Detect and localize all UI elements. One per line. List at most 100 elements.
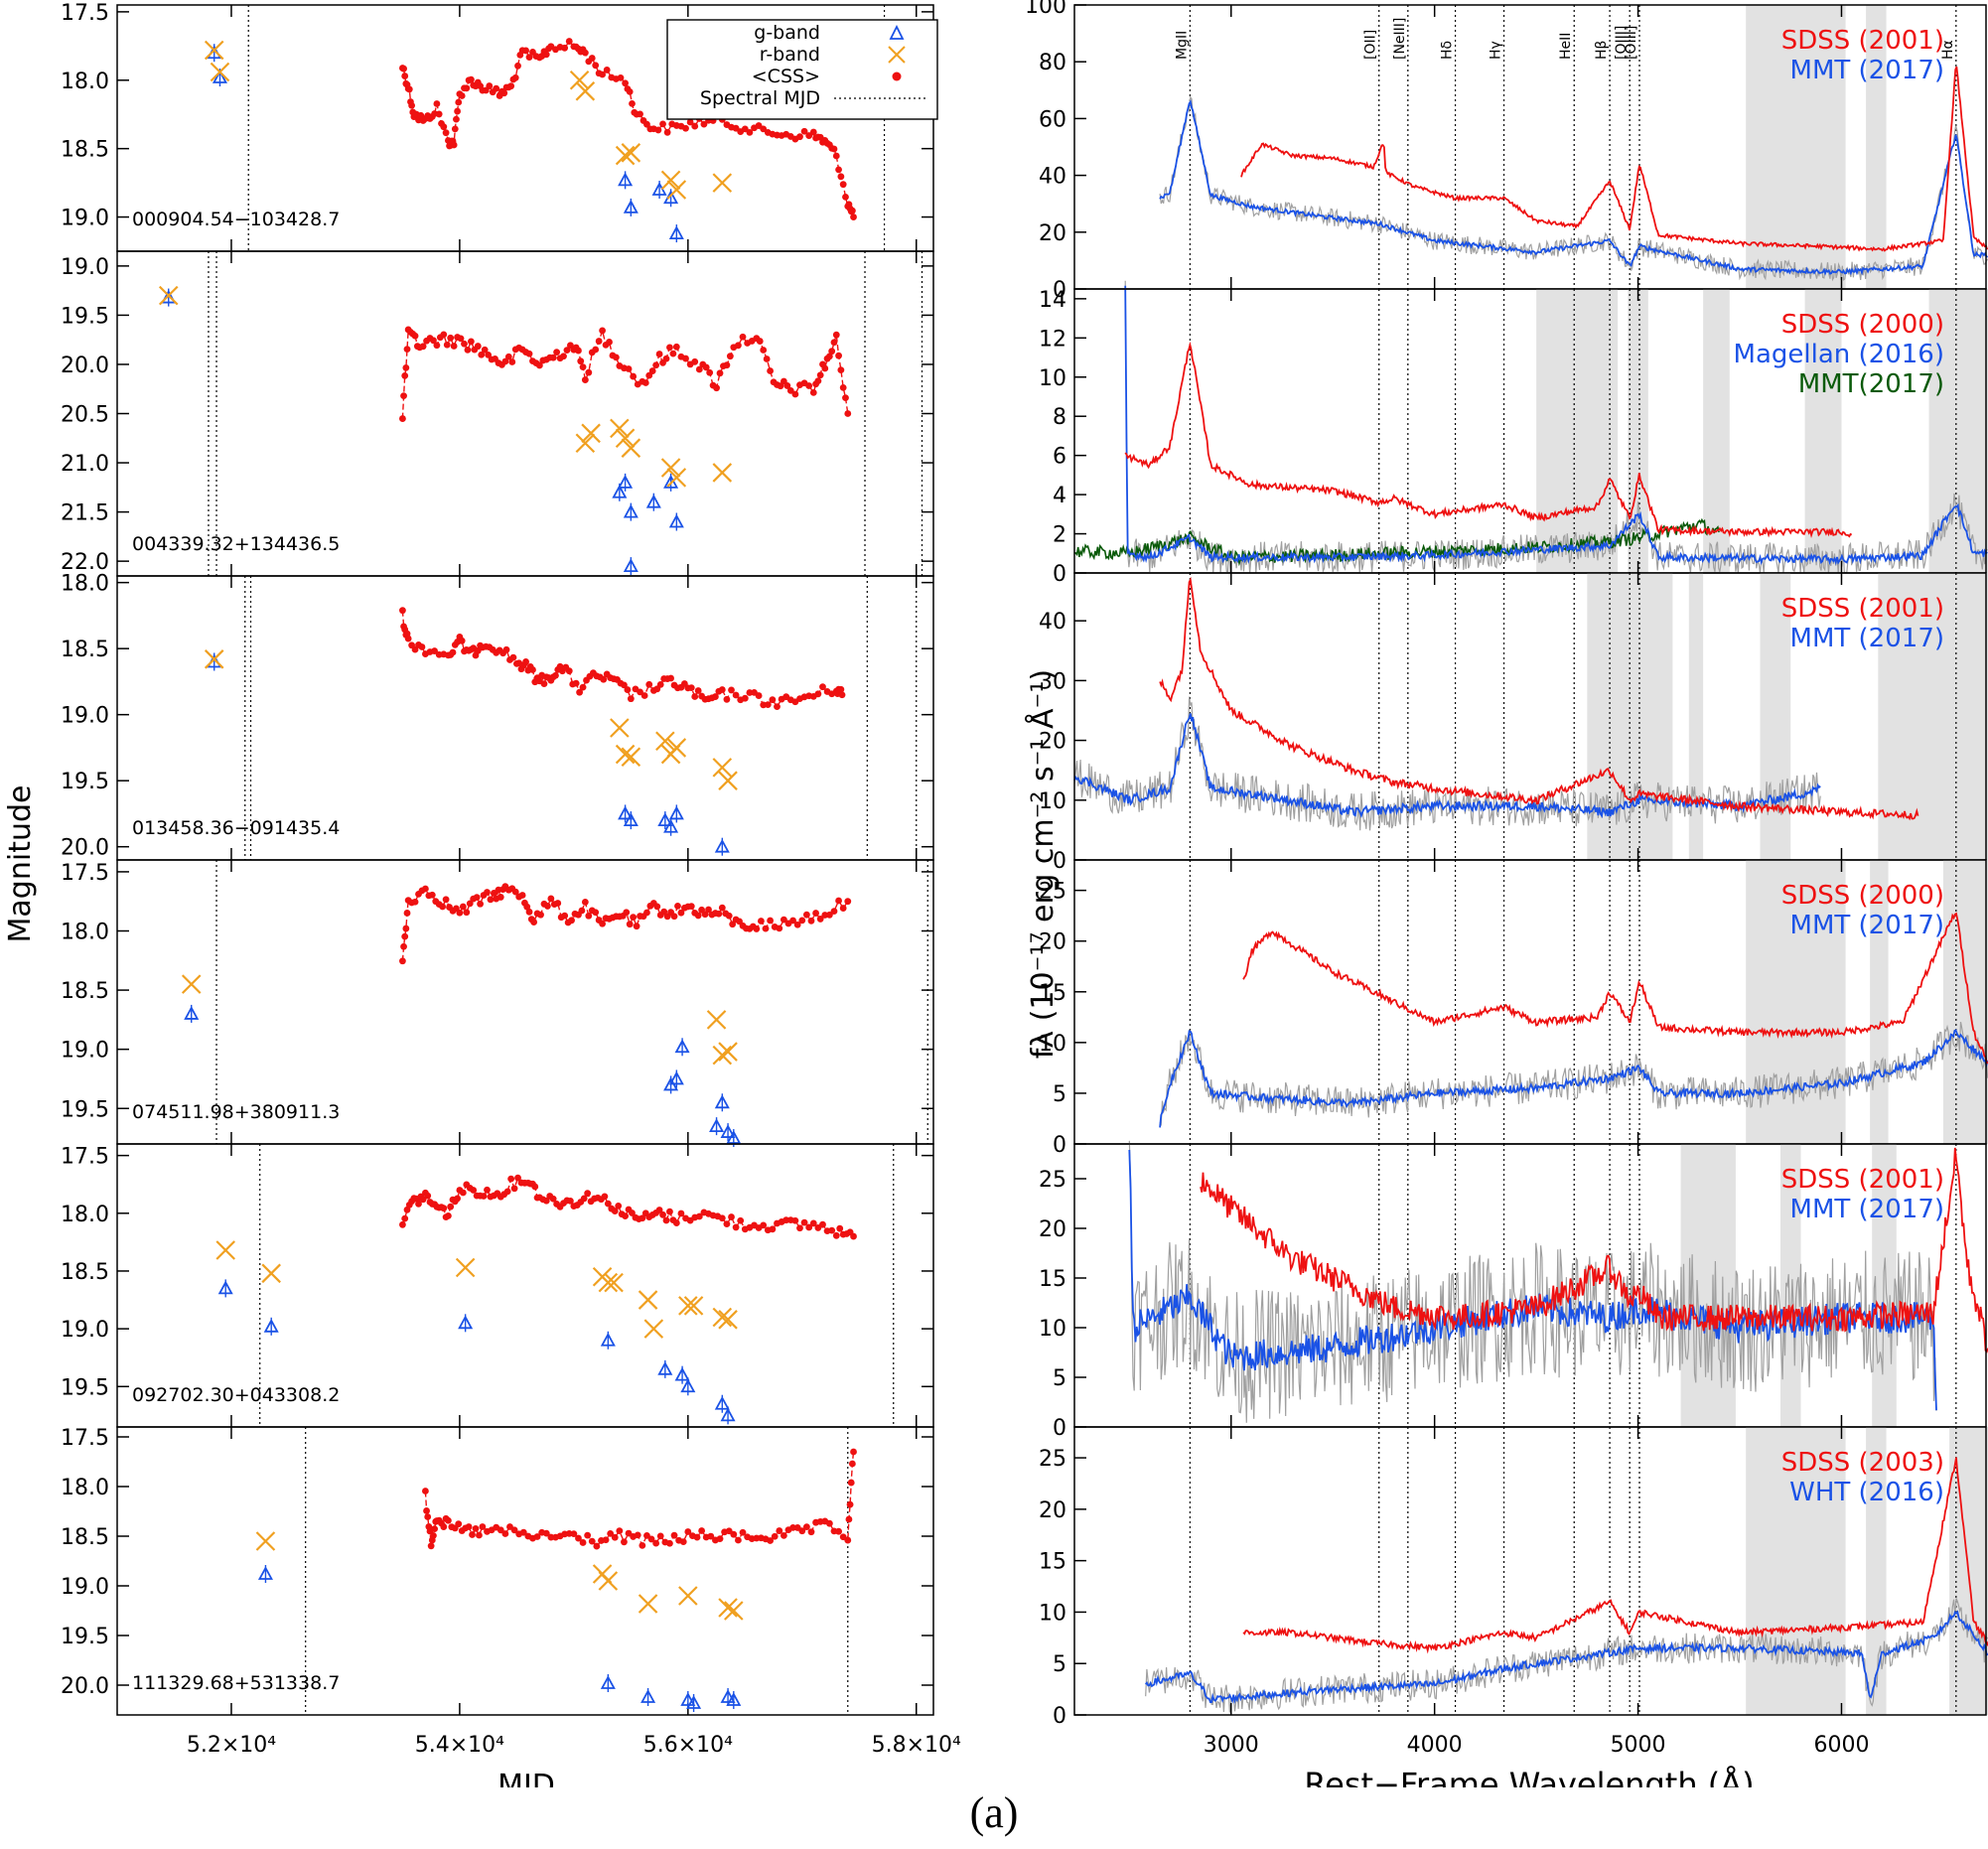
css-point xyxy=(662,1216,670,1224)
spectrum-legend-label: SDSS (2003) xyxy=(1781,1448,1944,1478)
css-point xyxy=(504,353,512,360)
g-band-point xyxy=(726,1130,742,1144)
x-tick-label: 5.4×10⁴ xyxy=(415,1733,504,1758)
css-point xyxy=(729,921,737,928)
css-point xyxy=(577,357,585,365)
r-band-point xyxy=(718,1310,738,1330)
r-band-point xyxy=(575,433,596,454)
light-curve-panels: 17.518.018.519.0 000904.54−103428.719.019… xyxy=(3,1,961,1787)
r-band-point xyxy=(621,747,641,768)
css-series-line xyxy=(401,885,849,961)
css-point xyxy=(584,1531,592,1539)
r-band-point xyxy=(621,438,641,458)
g-band-point xyxy=(645,494,661,508)
y-tick-label: 5 xyxy=(1053,1366,1066,1391)
css-point xyxy=(450,343,458,350)
y-tick-label: 19.0 xyxy=(61,207,109,231)
css-point xyxy=(706,368,714,376)
y-tick-label: 17.5 xyxy=(61,1145,109,1170)
css-point xyxy=(666,1539,673,1547)
g-band-point xyxy=(623,812,639,826)
emission-line-label: [OII] xyxy=(1363,30,1379,60)
g-band-point xyxy=(623,558,639,572)
y-tick-label: 0 xyxy=(1053,1416,1066,1441)
y-tick-label: 10 xyxy=(1039,1317,1066,1342)
css-point xyxy=(732,691,740,699)
css-point xyxy=(580,1195,588,1203)
css-point xyxy=(791,390,799,398)
figure-caption: (a) xyxy=(969,1788,1019,1837)
css-point xyxy=(667,674,674,682)
css-point xyxy=(480,1193,488,1200)
telluric-shade xyxy=(1866,1427,1887,1715)
css-point xyxy=(825,911,833,919)
css-point xyxy=(399,415,406,422)
css-point xyxy=(549,354,557,361)
spectrum-legend-label: Magellan (2016) xyxy=(1734,340,1944,369)
css-point xyxy=(735,342,742,350)
y-tick-label: 18.5 xyxy=(61,1525,109,1550)
css-point xyxy=(525,908,533,916)
css-point xyxy=(842,193,849,201)
css-point xyxy=(600,675,608,683)
css-point xyxy=(725,912,733,920)
css-point xyxy=(599,327,607,335)
g-band-point xyxy=(714,1395,730,1410)
y-axis-label: fλ (10⁻¹⁷ erg cm⁻² s⁻¹ Å⁻¹) xyxy=(1025,669,1061,1059)
telluric-shade xyxy=(1866,5,1887,289)
css-point xyxy=(401,72,409,79)
css-point xyxy=(585,912,593,920)
css-point xyxy=(602,1536,610,1544)
css-point xyxy=(686,118,694,126)
emission-line-label: [NeIII] xyxy=(1392,18,1408,60)
css-point xyxy=(440,123,448,131)
raw-spectrum-line xyxy=(1124,280,1988,574)
r-band-point xyxy=(615,145,636,166)
css-point xyxy=(835,352,842,359)
css-point xyxy=(411,645,419,653)
css-point xyxy=(677,909,685,917)
css-point xyxy=(814,377,822,385)
css-point xyxy=(595,338,603,345)
css-point xyxy=(617,73,625,81)
css-point xyxy=(501,357,509,365)
css-point xyxy=(800,127,808,135)
css-point xyxy=(493,84,500,92)
css-point xyxy=(469,1531,476,1538)
y-tick-label: 21.0 xyxy=(61,452,109,477)
css-point xyxy=(401,1214,409,1222)
g-band-point xyxy=(600,1675,616,1689)
css-point xyxy=(753,925,761,932)
y-tick-label: 2 xyxy=(1053,523,1066,548)
y-tick-label: 0 xyxy=(1053,562,1066,587)
css-point xyxy=(612,354,620,361)
css-point xyxy=(760,347,768,354)
css-point xyxy=(404,635,412,642)
spectrum-legend-label: SDSS (2001) xyxy=(1781,1165,1944,1195)
css-point xyxy=(454,1195,461,1203)
css-point xyxy=(592,909,600,917)
lc-panel: 17.5 18.0 18.5 19.0 19.5 092702.30+043308.2 xyxy=(61,1143,934,1428)
css-point xyxy=(771,1532,779,1540)
r-band-point xyxy=(569,70,590,90)
css-point xyxy=(809,1219,817,1227)
r-band-point xyxy=(610,718,630,738)
css-point xyxy=(769,1225,777,1233)
y-tick-label: 19.0 xyxy=(61,1318,109,1343)
css-point xyxy=(629,1209,636,1216)
spectrum-legend-label: SDSS (2001) xyxy=(1781,26,1944,56)
y-tick-label: 17.5 xyxy=(61,1426,109,1451)
css-point xyxy=(444,1516,452,1524)
css-point xyxy=(621,1538,628,1546)
css-point xyxy=(639,1542,646,1549)
y-tick-label: 25 xyxy=(1039,880,1066,905)
css-point xyxy=(540,680,548,688)
sdss-spectrum-line xyxy=(1159,576,1919,821)
legend-r-band-marker xyxy=(888,46,906,64)
r-band-point xyxy=(255,1531,276,1551)
css-point xyxy=(607,1529,615,1537)
y-tick-label: 19.0 xyxy=(61,704,109,729)
css-point xyxy=(653,903,661,911)
css-point xyxy=(730,1530,738,1538)
css-point xyxy=(560,353,567,360)
